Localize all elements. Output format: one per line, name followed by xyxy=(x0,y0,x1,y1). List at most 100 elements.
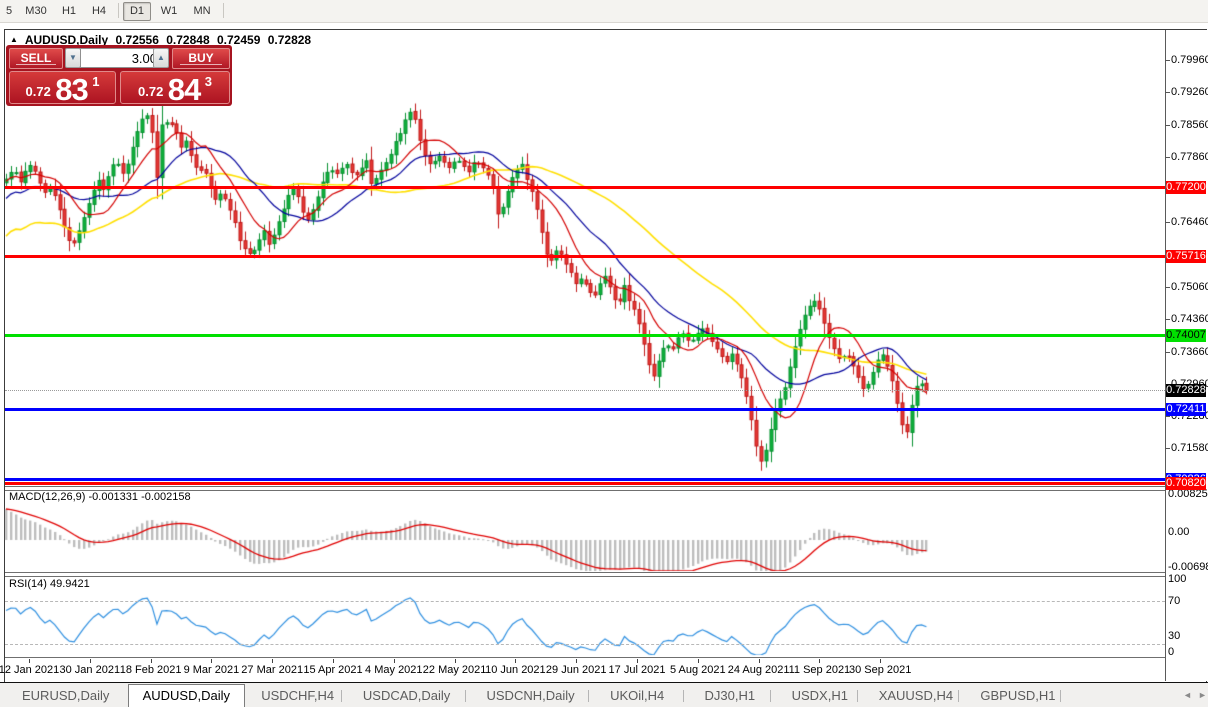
time-axis-date-label: 18 Feb 2021 xyxy=(119,664,182,676)
time-axis-tick xyxy=(758,659,760,663)
timeframe-toolbar: 5 M30 H1 H4 D1 W1 MN xyxy=(0,0,1208,23)
rsi-axis-label: 70 xyxy=(1168,595,1181,607)
time-axis-tick xyxy=(515,659,517,663)
toolbar-separator xyxy=(223,3,224,18)
splitter-line xyxy=(5,489,1165,491)
time-axis-tick xyxy=(333,659,334,663)
price-axis-tick-label: 0.76460 xyxy=(1171,216,1208,229)
time-axis-tick xyxy=(637,659,638,663)
macd-axis-label: 0.008253 xyxy=(1168,488,1208,500)
price-axis-tick xyxy=(1165,124,1170,126)
price-level-badge: 0.74007 xyxy=(1166,329,1206,343)
time-axis-date-label: 9 Mar 2021 xyxy=(183,664,240,676)
toolbar-separator xyxy=(118,3,119,18)
tab-separator xyxy=(769,690,771,702)
price-axis-tick xyxy=(1165,447,1170,449)
chart-tab-audusd[interactable]: AUDUSD,Daily xyxy=(127,684,245,707)
price-axis-tick xyxy=(1165,157,1170,159)
sell-button-label: SELL xyxy=(20,51,52,65)
chart-tab-usdx[interactable]: USDX,H1 xyxy=(791,688,848,703)
rsi-name: RSI(14) xyxy=(9,578,47,590)
sell-price-small: 0.72 xyxy=(25,84,51,99)
splitter-line xyxy=(5,575,1165,577)
time-axis-tick xyxy=(576,659,578,663)
chart-tab-usdcad[interactable]: USDCAD,Daily xyxy=(362,688,451,703)
header-close: 0.72828 xyxy=(267,33,312,47)
time-axis-date-label: 27 Mar 2021 xyxy=(241,664,304,676)
time-axis-date-label: 24 Aug 2021 xyxy=(727,664,790,676)
one-click-trade-panel: SELL ▼ ▲ BUY 0.72 83 1 0.72 84 3 xyxy=(6,45,232,107)
timeframe-button-h1[interactable]: H1 xyxy=(61,5,77,17)
chart-tab-ukoil[interactable]: UKOil,H4 xyxy=(610,688,665,703)
time-axis-date-label: 30 Jan 2021 xyxy=(59,664,121,676)
timeframe-button-m30[interactable]: M30 xyxy=(25,5,47,17)
header-high: 0.72848 xyxy=(166,33,210,47)
tab-separator xyxy=(1060,690,1062,702)
splitter-line xyxy=(5,572,1165,573)
header-open: 0.72556 xyxy=(115,33,159,47)
chart-tab-eurusd[interactable]: EURUSD,Daily xyxy=(22,688,110,703)
price-axis-tick xyxy=(1165,415,1170,417)
time-axis-date-label: 17 Jul 2021 xyxy=(608,664,666,676)
time-axis-date-label: 22 May 2021 xyxy=(422,664,487,676)
header-symbol: AUDUSD,Daily xyxy=(24,33,109,47)
horizontal-level-line-2 xyxy=(5,334,1165,338)
horizontal-level-line-4 xyxy=(5,477,1165,481)
rsi-value: 49.9421 xyxy=(49,578,90,590)
time-axis-date-label: 5 Aug 2021 xyxy=(669,664,726,676)
price-axis-tick-label: 0.79260 xyxy=(1171,86,1208,99)
tab-scroll-right-icon[interactable]: ► xyxy=(1198,690,1207,700)
buy-price-display[interactable]: 0.72 84 3 xyxy=(120,71,230,107)
tab-scroll-left-icon[interactable]: ◄ xyxy=(1183,690,1192,700)
tab-separator xyxy=(856,690,858,702)
horizontal-level-line-5 xyxy=(5,481,1165,485)
chart-tab-xauusd[interactable]: XAUUSD,H4 xyxy=(878,688,954,703)
buy-price-sup: 3 xyxy=(204,74,212,89)
chart-header: ▲ AUDUSD,Daily 0.72556 0.72848 0.72459 0… xyxy=(10,33,315,47)
sell-price-sup: 1 xyxy=(92,74,100,89)
volume-increase-button[interactable]: ▲ xyxy=(153,48,169,68)
chart-tab-usdcnh[interactable]: USDCNH,Daily xyxy=(486,688,575,703)
price-axis xyxy=(1165,30,1207,681)
volume-input[interactable] xyxy=(80,48,162,68)
time-axis-tick xyxy=(880,659,882,663)
timeframe-button-w1[interactable]: W1 xyxy=(160,5,178,17)
collapse-triangle-icon[interactable]: ▲ xyxy=(10,35,18,44)
time-axis-date-label: 30 Sep 2021 xyxy=(848,664,912,676)
time-axis-tick xyxy=(819,659,821,663)
sell-price-display[interactable]: 0.72 83 1 xyxy=(9,71,116,107)
sell-button[interactable]: SELL xyxy=(9,48,63,69)
time-axis-tick xyxy=(393,659,395,663)
horizontal-level-line-3 xyxy=(5,407,1165,411)
price-axis-tick-label: 0.73660 xyxy=(1171,345,1208,358)
chart-tab-usdchf[interactable]: USDCHF,H4 xyxy=(261,688,335,703)
horizontal-level-line-1 xyxy=(5,254,1165,258)
timeframe-button-h4[interactable]: H4 xyxy=(91,5,107,17)
macd-axis-label: 0.00 xyxy=(1168,526,1190,538)
price-axis-tick-label: 0.71580 xyxy=(1171,441,1208,454)
price-axis-tick-label: 0.74360 xyxy=(1171,313,1208,326)
time-axis-tick xyxy=(272,659,274,663)
chart-tab-dj30[interactable]: DJ30,H1 xyxy=(704,688,756,703)
buy-button[interactable]: BUY xyxy=(172,48,230,69)
price-axis-tick xyxy=(1165,222,1170,224)
timeframe-button-mn[interactable]: MN xyxy=(193,5,211,17)
buy-price-small: 0.72 xyxy=(138,84,164,99)
rsi-axis-label: 100 xyxy=(1168,573,1187,585)
tab-separator xyxy=(682,690,684,702)
price-level-badge: 0.72411 xyxy=(1166,402,1206,416)
current-price-dotted-line xyxy=(5,390,1165,392)
volume-decrease-button[interactable]: ▼ xyxy=(65,48,81,68)
timeframe-button-d1[interactable]: D1 xyxy=(123,2,151,21)
rsi-level-dashed-line xyxy=(5,601,1165,602)
chart-tab-gbpusd[interactable]: GBPUSD,H1 xyxy=(980,688,1056,703)
tab-separator xyxy=(958,690,960,702)
header-low: 0.72459 xyxy=(216,33,261,47)
tab-separator xyxy=(340,690,342,702)
timeframe-button-5[interactable]: 5 xyxy=(5,5,13,17)
buy-button-label: BUY xyxy=(188,51,214,65)
price-level-badge: 0.75716 xyxy=(1166,249,1206,263)
rsi-axis-label: 0 xyxy=(1168,646,1175,658)
